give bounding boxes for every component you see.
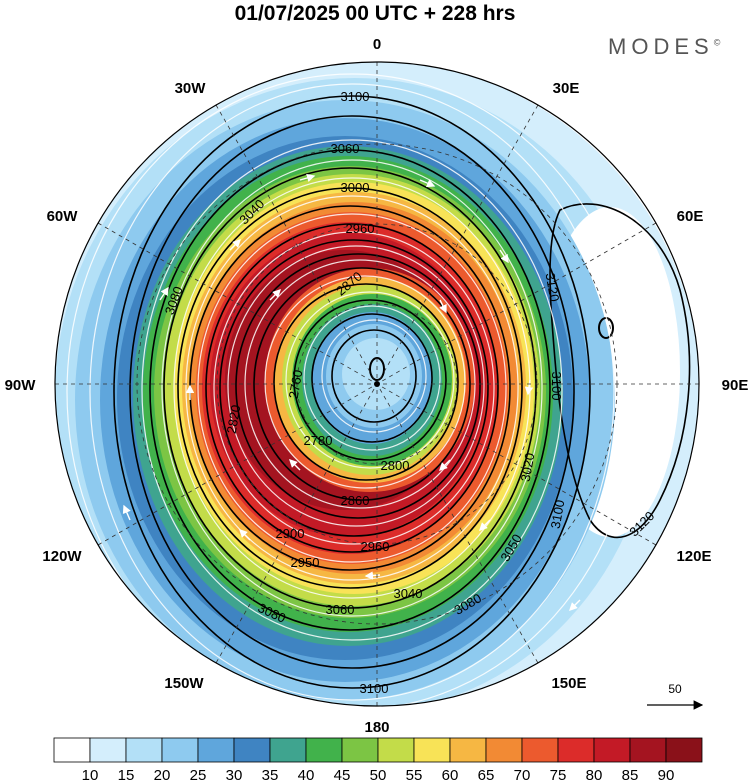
reference-vector-label: 50 (668, 682, 682, 696)
contour-label: 2860 (341, 493, 370, 508)
lon-label-60e: 60E (677, 208, 704, 225)
colorbar-swatch (413, 737, 451, 763)
colorbar-tick-label: 35 (262, 767, 279, 782)
colorbar-tick-label: 50 (370, 767, 387, 782)
colorbar-swatch (485, 737, 523, 763)
contour-2900 (219, 239, 489, 537)
colorbar-tick-label: 70 (514, 767, 531, 782)
contour-label: 3020 (518, 452, 538, 483)
lon-label-30w: 30W (175, 80, 207, 97)
colorbar-tick-label: 20 (154, 767, 171, 782)
longitude-labels: 0 30E 60E 90E 120E 150E 180 150W 120W 90… (5, 36, 749, 736)
contour-label: 3120 (543, 272, 563, 303)
colorbar-swatch (377, 737, 415, 763)
brand-name: MODES (608, 34, 714, 59)
reference-vector: 50 (647, 682, 704, 710)
lon-label-30e: 30E (553, 80, 580, 97)
colorbar-swatch (125, 737, 163, 763)
lon-label-120w: 120W (42, 548, 82, 565)
lon-label-150w: 150W (164, 675, 204, 692)
contour-label: 2900 (276, 526, 305, 541)
colorbar-tick-label: 90 (658, 767, 675, 782)
colorbar-tick-label: 65 (478, 767, 495, 782)
colorbar-tick-label: 10 (82, 767, 99, 782)
contour-label: 3060 (326, 602, 355, 617)
lon-label-180: 180 (364, 719, 389, 736)
colorbar-swatch (521, 737, 559, 763)
contour-2870 (235, 253, 481, 519)
contour-3080 (129, 115, 575, 669)
brand-mark: © (713, 37, 721, 48)
contour-3060 (149, 149, 551, 631)
map-title: 01/07/2025 00 UTC + 228 hrs (234, 2, 516, 25)
brand-logo: MODES© (608, 34, 720, 60)
colorbar: 10 15 20 25 30 35 40 45 50 55 60 65 70 75 80 85 90 (53, 737, 703, 782)
contour-3040 (163, 167, 537, 609)
colorbar-swatch (269, 737, 307, 763)
contour-label: 3040 (394, 586, 423, 601)
colorbar-tick-label: 80 (586, 767, 603, 782)
colorbar-swatch (305, 737, 343, 763)
contour-3000 (177, 187, 523, 589)
contour-2860 (253, 267, 471, 501)
contour-label: 2820 (224, 404, 244, 435)
contour-label: 3100 (341, 89, 370, 104)
colorbar-swatch (593, 737, 631, 763)
colorbar-swatch (557, 737, 595, 763)
colorbar-swatch (449, 737, 487, 763)
contour-label: 3100 (360, 681, 389, 696)
colorbar-tick-label: 85 (622, 767, 639, 782)
contour-2820 (273, 283, 459, 481)
contour-3100 (113, 95, 591, 689)
colorbar-swatch (629, 737, 667, 763)
colorbar-tick-label: 30 (226, 767, 243, 782)
lon-label-90e: 90E (722, 377, 749, 394)
colorbar-tick-label: 60 (442, 767, 459, 782)
colorbar-swatch (89, 737, 127, 763)
colorbar-swatch (341, 737, 379, 763)
map-boundary (54, 61, 700, 707)
colorbar-swatch (233, 737, 271, 763)
contour-2920 (205, 223, 499, 553)
wind-speed-field (55, 62, 699, 706)
contour-3120-east (549, 203, 691, 539)
lon-label-150e: 150E (551, 675, 586, 692)
contour-2760 (331, 329, 417, 423)
contour-label: 2760 (286, 369, 306, 400)
lon-label-90w: 90W (5, 377, 37, 394)
contour-label: 2950 (291, 555, 320, 570)
contour-label: 3060 (331, 141, 360, 156)
colorbar-tick-label: 55 (406, 767, 423, 782)
colorbar-swatch (161, 737, 199, 763)
contour-label: 2960 (346, 221, 375, 236)
inner-band-20 (342, 338, 410, 410)
contour-2800 (293, 299, 447, 461)
wind-arrows (122, 173, 627, 611)
contour-label: 3000 (341, 180, 370, 195)
contour-label: 3100 (548, 499, 568, 530)
colorbar-swatch (197, 737, 235, 763)
contour-label: 2960 (361, 539, 390, 554)
colorbar-tick-label: 45 (334, 767, 351, 782)
colorbar-swatch (665, 737, 703, 763)
colorbar-tick-label: 15 (118, 767, 135, 782)
lon-label-60w: 60W (47, 208, 79, 225)
contour-label: 3100 (549, 372, 564, 401)
contour-label: 2800 (381, 458, 410, 473)
lon-label-0: 0 (373, 36, 381, 53)
colorbar-swatch (53, 737, 91, 763)
colorbar-tick-label: 25 (190, 767, 207, 782)
contour-2780 (311, 313, 433, 443)
north-pole-marker (374, 381, 380, 387)
contour-label: 2780 (304, 433, 333, 448)
height-contours (113, 95, 691, 689)
colorbar-tick-label: 75 (550, 767, 567, 782)
colorbar-tick-label: 40 (298, 767, 315, 782)
lon-label-120e: 120E (676, 548, 711, 565)
